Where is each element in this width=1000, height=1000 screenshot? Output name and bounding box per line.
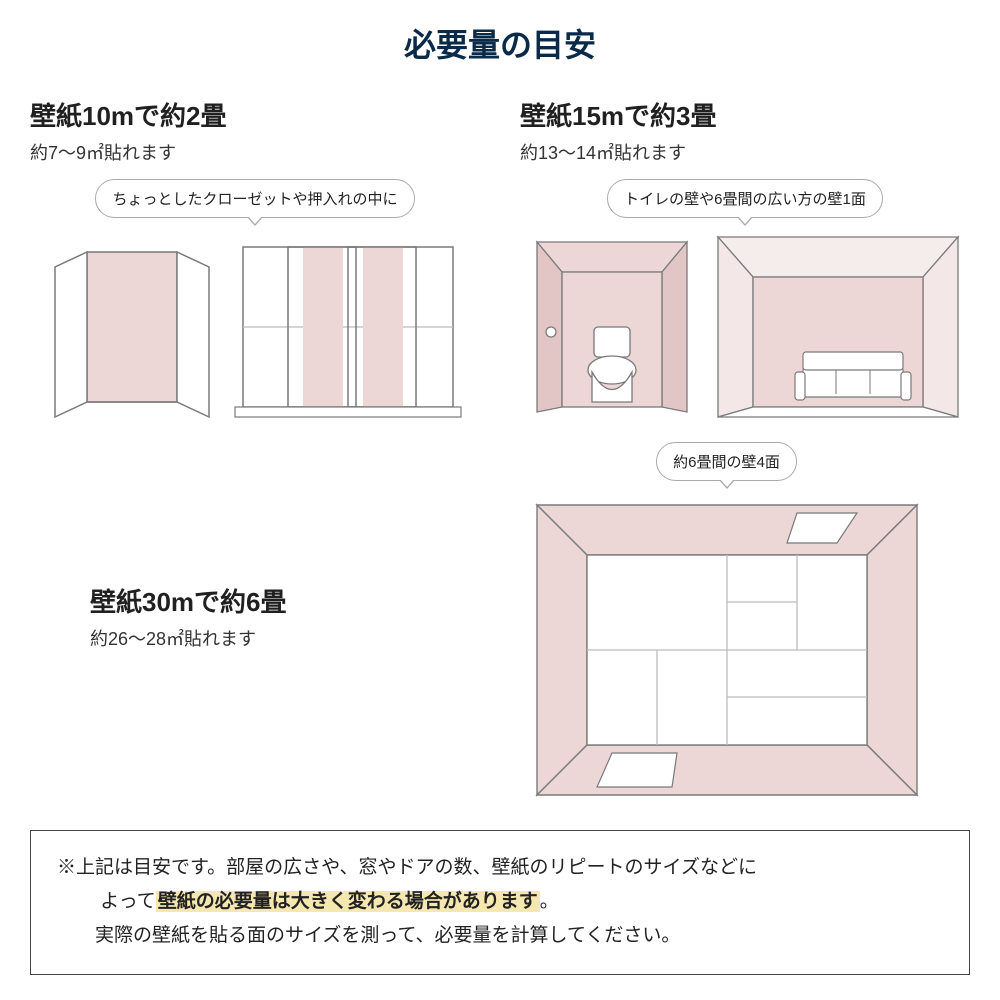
card-30m-sub: 約26〜28㎡貼れます bbox=[90, 625, 453, 651]
card-10m: 壁紙10mで約2畳 約7〜9㎡貼れます ちょっとしたクローゼットや押入れの中に bbox=[30, 96, 480, 422]
card-15m-heading: 壁紙15mで約3畳 bbox=[520, 96, 970, 133]
note-line-3: 実際の壁紙を貼る面のサイズを測って、必要量を計算してください。 bbox=[57, 919, 943, 953]
room-6jo-icon bbox=[527, 495, 927, 805]
living-room-icon bbox=[713, 232, 963, 422]
card-10m-heading: 壁紙10mで約2畳 bbox=[30, 96, 480, 133]
card-10m-pill: ちょっとしたクローゼットや押入れの中に bbox=[95, 179, 414, 218]
card-15m-pill: トイレの壁や6畳間の広い方の壁1面 bbox=[607, 179, 883, 218]
card-10m-illus bbox=[30, 232, 480, 422]
toilet-room-icon bbox=[527, 232, 697, 422]
card-10m-sub: 約7〜9㎡貼れます bbox=[30, 139, 480, 165]
card-15m-illus bbox=[520, 232, 970, 422]
note-l3: 実際の壁紙を貼る面のサイズを測って、必要量を計算してください。 bbox=[95, 925, 680, 946]
note-l2a: よって bbox=[100, 891, 155, 912]
card-15m-sub: 約13〜14㎡貼れます bbox=[520, 139, 970, 165]
note-line-2: よって壁紙の必要量は大きく変わる場合があります。 bbox=[57, 885, 943, 919]
closet-open-icon bbox=[47, 232, 217, 422]
note-highlight: 壁紙の必要量は大きく変わる場合があります bbox=[156, 891, 540, 912]
card-30m-heading: 壁紙30mで約6畳 bbox=[90, 582, 453, 619]
note-box: ※上記は目安です。部屋の広さや、窓やドアの数、壁紙のリピートのサイズなどに よっ… bbox=[30, 830, 970, 975]
note-l2c: 。 bbox=[540, 891, 559, 912]
card-15m: 壁紙15mで約3畳 約13〜14㎡貼れます トイレの壁や6畳間の広い方の壁1面 bbox=[520, 96, 970, 422]
card-30m-pill: 約6畳間の壁4面 bbox=[656, 442, 797, 481]
note-line-1: ※上記は目安です。部屋の広さや、窓やドアの数、壁紙のリピートのサイズなどに bbox=[57, 851, 943, 885]
closet-sliding-icon bbox=[233, 232, 463, 422]
page-title: 必要量の目安 bbox=[30, 20, 970, 66]
cards-row: 壁紙10mで約2畳 約7〜9㎡貼れます ちょっとしたクローゼットや押入れの中に bbox=[30, 96, 970, 422]
card-30m: 壁紙30mで約6畳 約26〜28㎡貼れます 約6畳間の壁4面 bbox=[30, 442, 970, 805]
